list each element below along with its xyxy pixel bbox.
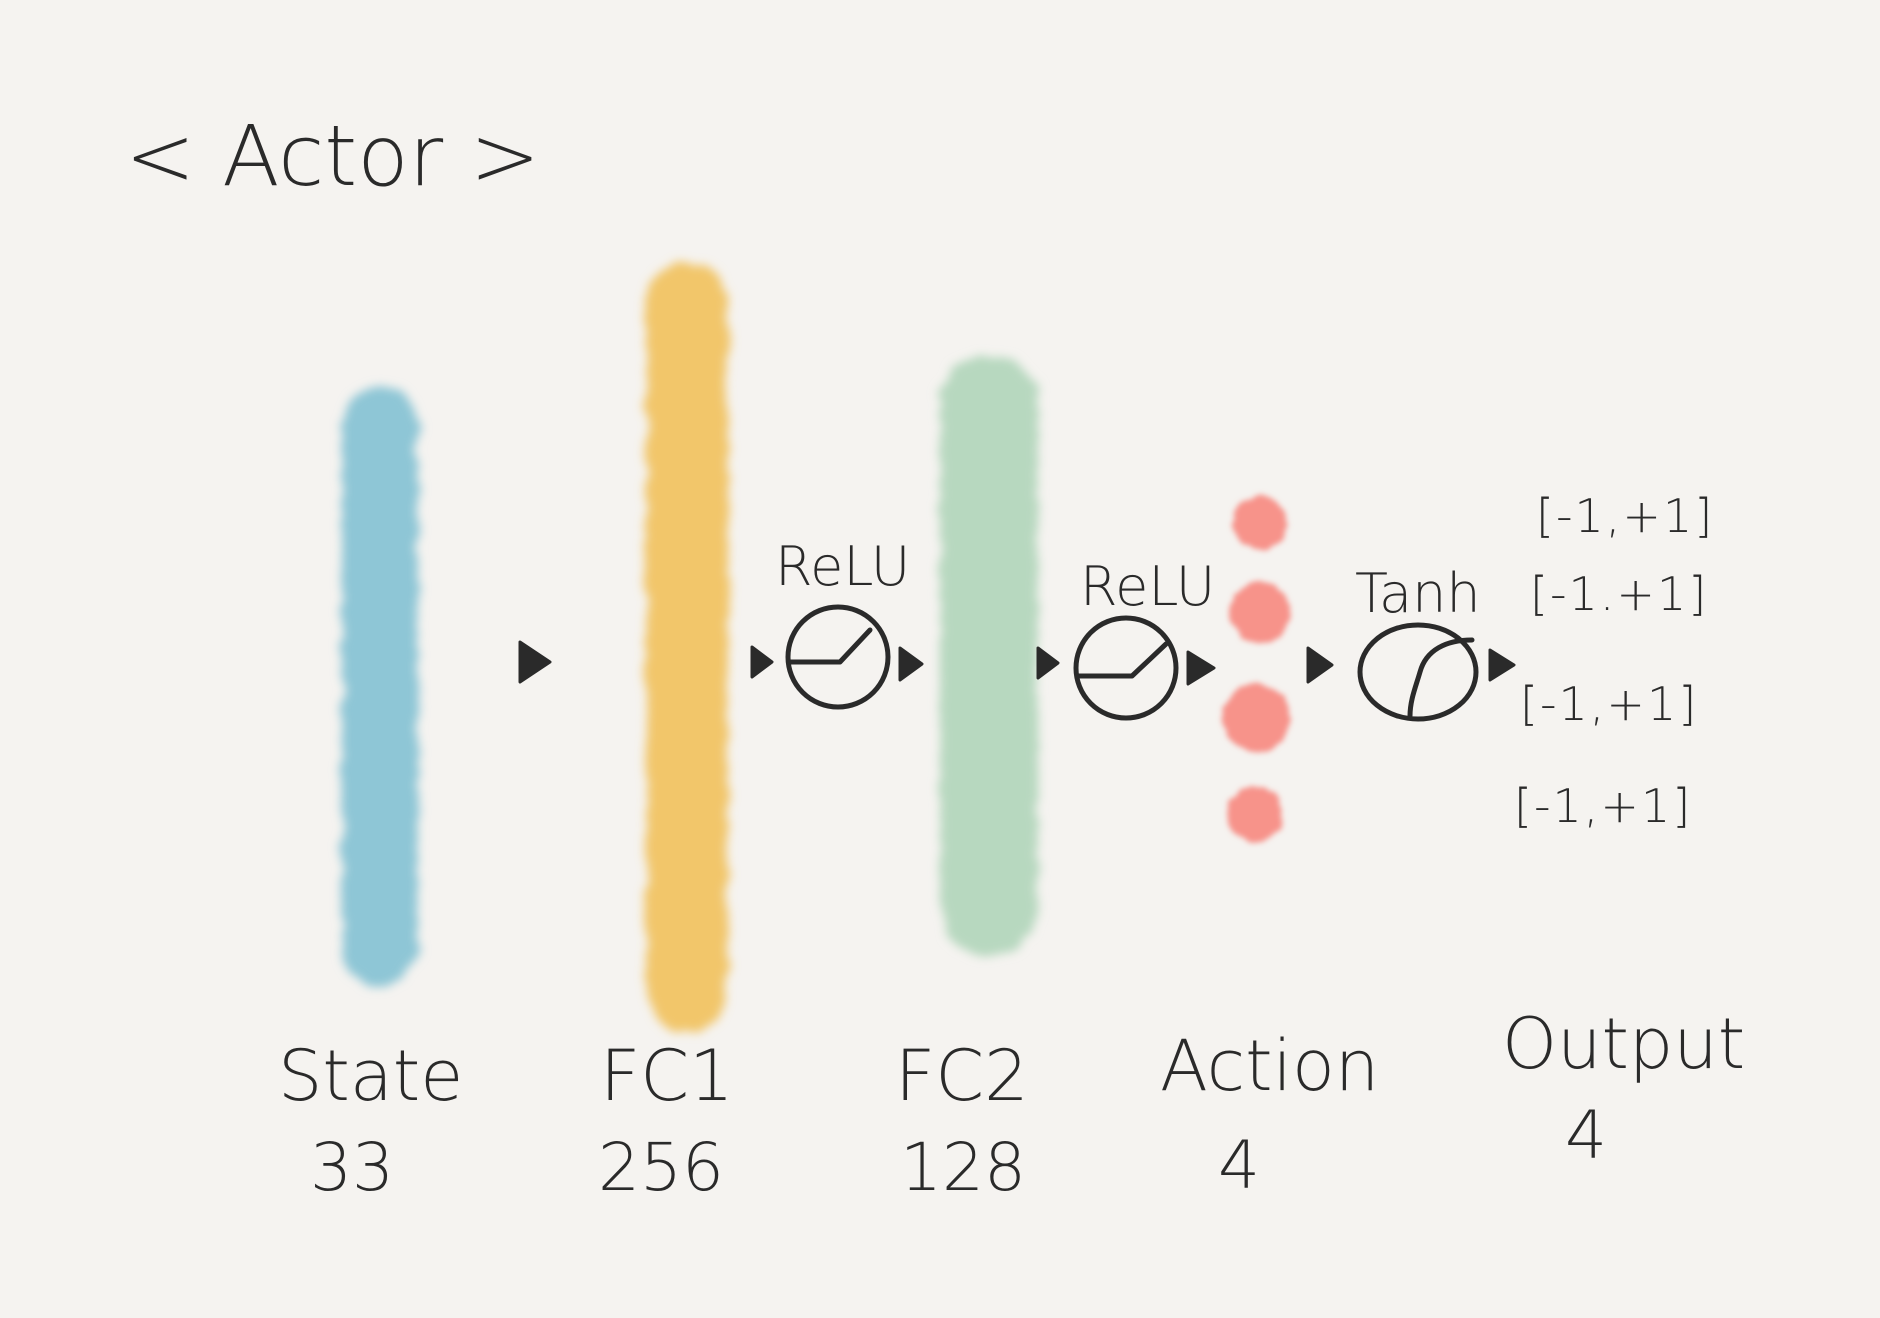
diagram-title: < Actor > [125, 107, 540, 205]
arrow-relu-to-fc2 [898, 646, 924, 682]
layer-label-action: Action [1160, 1025, 1379, 1107]
output-range: [-1,+1] [1514, 779, 1692, 833]
tanh-activation-icon [1357, 622, 1479, 722]
layer-label-output: Output [1502, 1003, 1745, 1085]
arrow-action-to-tanh [1306, 646, 1334, 684]
layer-size-fc2: 128 [900, 1129, 1026, 1206]
arrow-tanh-to-output [1488, 648, 1516, 682]
action-node [1230, 583, 1290, 643]
action-node [1233, 496, 1287, 550]
output-range: [-1,+1] [1536, 489, 1714, 543]
layer-label-fc2: FC2 [895, 1035, 1029, 1117]
relu-activation-icon [785, 604, 891, 710]
relu-activation-icon [1073, 615, 1179, 721]
layer-size-output: 4 [1565, 1097, 1607, 1174]
action-node [1227, 786, 1283, 842]
layer-size-fc1: 256 [598, 1129, 724, 1206]
arrow-relu-to-action [1186, 650, 1216, 686]
arrow-state-to-fc1 [518, 640, 552, 684]
state-layer-bar [342, 385, 418, 985]
arrow-fc1-to-relu [750, 645, 774, 679]
action-node [1222, 684, 1290, 752]
layer-size-action: 4 [1218, 1127, 1260, 1204]
arrow-fc2-to-relu [1036, 646, 1060, 680]
fc2-layer-bar [940, 355, 1038, 955]
layer-size-state: 33 [310, 1129, 394, 1206]
layer-label-fc1: FC1 [600, 1035, 734, 1117]
relu-label-2: ReLU [1080, 555, 1215, 618]
output-range: [-1,+1] [1520, 677, 1698, 731]
tanh-label: Tanh [1355, 562, 1481, 625]
output-range: [-1.+1] [1530, 567, 1708, 621]
relu-label-1: ReLU [775, 535, 910, 598]
fc1-layer-bar [646, 262, 728, 1032]
layer-label-state: State [278, 1035, 463, 1117]
